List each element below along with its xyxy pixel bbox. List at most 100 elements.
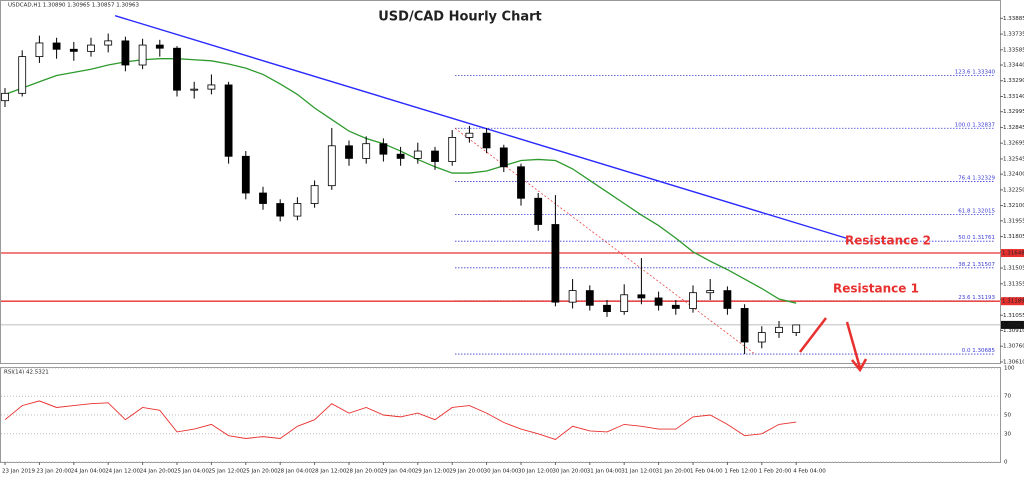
last-price-label: 1.30963: [1002, 322, 1024, 328]
candle-body: [259, 192, 267, 204]
y-tick-label: 1.30610: [1003, 359, 1024, 365]
x-tick-label: 23 Jan 20:00: [36, 469, 71, 475]
x-tick-label: 30 Jan 12:00: [518, 469, 553, 475]
candle-body: [276, 203, 285, 217]
y-tick-label: 1.31805: [1003, 234, 1024, 240]
candle-body: [637, 294, 646, 299]
candle-body: [345, 145, 353, 159]
candle-body: [379, 143, 388, 155]
candle-body: [121, 40, 130, 66]
resistance-label: Resistance 1: [833, 282, 919, 296]
candle-body: [757, 332, 766, 343]
y-tick-label: 1.30760: [1003, 344, 1024, 350]
rsi-line: [4, 400, 797, 440]
y-tick-label: 1.32250: [1003, 187, 1024, 193]
candle-body: [482, 132, 491, 149]
candle-body: [190, 88, 199, 91]
candle-body: [465, 132, 474, 138]
x-tick-label: 1 Feb 12:00: [724, 469, 757, 475]
y-tick-label: 1.32400: [1003, 172, 1024, 178]
candle-body: [310, 185, 319, 204]
x-tick-label: 24 Jan 12:00: [105, 469, 140, 475]
fib-connector: [454, 127, 756, 355]
x-tick-label: 30 Jan 04:00: [484, 469, 519, 475]
candle-body: [792, 324, 801, 333]
candle-body: [431, 150, 439, 162]
candle-body: [327, 145, 336, 187]
resistance-price: 1.31189: [1002, 299, 1024, 305]
candle-body: [585, 290, 594, 306]
y-tick-label: 1.32695: [1003, 141, 1024, 147]
rsi-tick-label: 70: [1004, 394, 1011, 400]
rsi-tick-label: 30: [1004, 431, 1011, 437]
x-tick-label: 31 Jan 12:00: [621, 469, 656, 475]
fib-label: 123.6 1.33340: [955, 69, 996, 75]
x-tick-label: 28 Jan 20:00: [346, 469, 381, 475]
x-tick-label: 29 Jan 20:00: [449, 469, 484, 475]
up-arrow: [799, 317, 827, 353]
x-tick-label: 4 Feb 04:00: [793, 469, 826, 475]
fib-price: 1.31761: [972, 235, 995, 241]
trendline: [114, 15, 847, 239]
x-tick-label: 23 Jan 2019: [2, 469, 35, 475]
candle-body: [1, 92, 9, 102]
fib-ratio: 100.0: [955, 122, 971, 128]
candle-body: [568, 290, 577, 303]
candle-body: [18, 56, 27, 94]
candle-body: [241, 155, 250, 194]
candle-body: [413, 150, 422, 159]
resistance-price: 1.31648: [1002, 251, 1024, 257]
x-tick-label: 25 Jan 20:00: [243, 469, 278, 475]
fib-ratio: 38.2: [958, 261, 970, 267]
rsi-tick-label: 50: [1004, 413, 1011, 419]
plot-layer: 1.33885 1.33735 1.33585 1.33440 1.33290 1.331…: [1, 15, 1024, 475]
last-price-box: [1001, 320, 1024, 329]
y-tick-label: 1.31355: [1003, 281, 1024, 287]
candle-body: [396, 153, 405, 159]
chart-header: USDCAD,H1 1.30890 1.30965 1.30857 1.3096…: [8, 3, 139, 9]
fib-ratio: 50.0: [958, 235, 971, 241]
y-tick-label: 1.33735: [1003, 32, 1024, 38]
candle-body: [207, 84, 216, 90]
x-tick-label: 30 Jan 20:00: [552, 469, 587, 475]
y-tick-label: 1.31505: [1003, 266, 1024, 272]
arrows: [799, 317, 868, 373]
candle-body: [723, 290, 732, 309]
chart-title: USD/CAD Hourly Chart: [378, 10, 542, 25]
x-tick-label: 24 Jan 20:00: [140, 469, 175, 475]
candle-body: [362, 143, 371, 159]
fib-label: 38.2 1.31507: [958, 261, 995, 267]
x-tick-label: 25 Jan 04:00: [174, 469, 209, 475]
rsi-tick-label: 100: [1004, 366, 1015, 372]
down-arrow: [845, 321, 868, 373]
fib-label: 61.8 1.32015: [958, 208, 995, 214]
y-tick-label: 1.32100: [1003, 203, 1024, 209]
y-tick-label: 1.33885: [1003, 16, 1024, 22]
y-tick-label: 1.32845: [1003, 125, 1024, 131]
candle-body: [671, 304, 680, 309]
fib-label: 100.0 1.32837: [955, 122, 996, 128]
fib-ratio: 0.0: [962, 348, 971, 354]
candle-body: [603, 304, 611, 312]
y-tick-label: 1.33140: [1003, 94, 1024, 100]
candle-body: [499, 147, 508, 168]
x-tick-label: 29 Jan 12:00: [415, 469, 450, 475]
candle-body: [293, 203, 302, 217]
y-tick-label: 1.33440: [1003, 63, 1024, 69]
resistance-box: [1001, 249, 1024, 258]
candle-body: [52, 42, 61, 50]
candle-body: [104, 40, 113, 46]
x-tick-label: 31 Jan 20:00: [656, 469, 691, 475]
candle-body: [173, 47, 181, 91]
fib-price: 1.32837: [972, 122, 995, 128]
candle-body: [740, 308, 749, 343]
fib-label: 50.0 1.31761: [958, 235, 995, 241]
y-tick-label: 1.33585: [1003, 47, 1024, 53]
fib-price: 1.31507: [972, 261, 995, 267]
x-tick-label: 25 Jan 12:00: [208, 469, 243, 475]
fib-label: 76.4 1.32329: [958, 175, 995, 181]
candle-body: [517, 166, 525, 199]
y-tick-label: 1.32545: [1003, 156, 1024, 162]
rsi-tick-label: 0: [1004, 460, 1008, 466]
